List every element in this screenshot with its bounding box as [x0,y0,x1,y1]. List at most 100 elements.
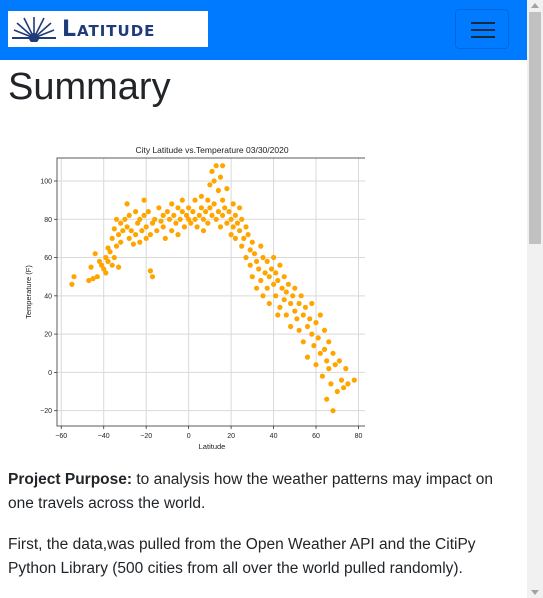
x-tick-label: 20 [227,433,235,440]
data-point [334,388,340,395]
data-point [275,312,281,318]
data-point [109,235,115,241]
data-point [88,264,94,270]
data-point [230,224,236,230]
data-point [169,201,175,207]
data-point [275,277,281,284]
x-axis-label: Latitude [199,442,226,450]
data-point [200,216,207,222]
data-point [111,226,117,232]
data-point [317,312,323,318]
data-point [215,187,221,194]
data-point [130,241,136,247]
data-point [283,289,289,295]
data-point [186,205,192,211]
data-point [281,274,287,280]
data-point [105,258,111,264]
data-point [317,350,323,356]
data-point [296,327,302,333]
data-point [285,281,291,287]
data-point [237,228,243,234]
data-point [107,249,113,255]
navbar-toggle-button[interactable] [455,9,509,49]
data-point [120,228,126,234]
data-point [279,285,285,291]
data-point [154,228,160,234]
data-point [122,216,128,222]
y-axis-label: Temperature (F) [24,265,33,319]
data-point [86,277,92,284]
data-point [277,262,283,268]
data-point [232,235,238,241]
purpose-label: Project Purpose: [8,471,133,488]
brand-text: Latitude [62,16,156,42]
data-point [211,201,217,207]
x-tick-label: −40 [98,433,110,440]
data-point [103,270,109,276]
data-point [133,209,139,215]
data-point [113,243,120,249]
data-point [247,262,253,268]
data-point [213,163,219,169]
data-source-paragraph: First, the data,was pulled from the Open… [8,536,476,577]
data-point [71,274,77,280]
data-point [332,362,338,368]
data-point [183,212,190,218]
data-point [105,245,111,251]
data-point [226,209,232,215]
scroll-up-icon[interactable] [531,3,539,8]
brand-logo[interactable]: Latitude [8,11,208,47]
data-point [277,304,283,310]
data-point [175,205,181,211]
data-point [164,209,170,215]
data-point [222,205,228,211]
data-point [300,339,306,345]
x-tick-label: 80 [355,433,363,440]
data-point [160,212,166,218]
data-point [124,201,130,207]
data-point [126,235,132,241]
data-point [296,300,302,307]
data-point [273,270,279,276]
x-tick-label: −60 [55,433,67,440]
data-point [179,197,185,203]
data-point [158,218,164,224]
data-point [271,254,277,261]
data-point [243,254,249,261]
data-point [135,220,141,226]
data-point [321,327,328,333]
data-point [304,323,311,330]
data-point [260,293,266,299]
data-point [205,197,211,203]
data-point [143,235,149,241]
scrollbar-thumb[interactable] [529,12,541,244]
sun-logo-icon [12,17,56,42]
data-point [99,262,105,268]
data-point [328,381,334,387]
data-point [290,293,296,299]
data-point [211,178,217,184]
data-point [245,232,251,238]
scroll-down-icon[interactable] [531,590,539,595]
data-point [262,270,268,276]
data-point [311,343,317,349]
data-point [228,216,234,222]
data-point [113,216,120,222]
page-scrollbar[interactable] [527,0,543,598]
data-point [341,385,347,391]
data-point [118,220,124,226]
data-point [169,228,175,234]
data-point [336,358,342,364]
y-tick-label: 80 [44,217,52,224]
data-point [217,224,224,230]
data-point [351,377,357,383]
y-tick-label: 0 [48,370,52,377]
data-point [249,274,255,280]
data-point [330,408,336,414]
data-point [256,266,262,272]
data-point [313,362,319,368]
purpose-text: to analysis how the weather patterns may… [8,471,494,512]
data-point [209,168,215,174]
data-point [149,220,156,226]
data-point [162,235,168,241]
